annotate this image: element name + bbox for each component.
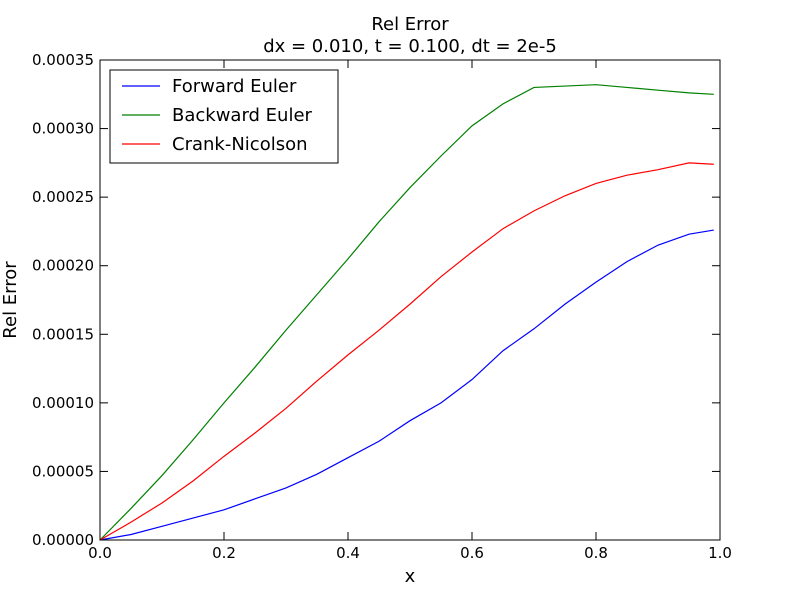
legend-label-crank-nicolson: Crank-Nicolson xyxy=(172,134,308,155)
legend: Forward Euler Backward Euler Crank-Nicol… xyxy=(109,69,339,164)
plot-frame xyxy=(99,59,721,541)
series-line-forward-euler xyxy=(99,229,714,541)
x-tick-label: 0.2 xyxy=(212,544,236,562)
x-tick-label: 0.4 xyxy=(336,544,360,562)
y-tick-label: 0.00020 xyxy=(32,257,94,275)
chart-subtitle: dx = 0.010, t = 0.100, dt = 2e-5 xyxy=(263,36,557,57)
legend-label-forward-euler: Forward Euler xyxy=(172,76,297,97)
series-line-crank-nicolson xyxy=(99,162,714,541)
y-tick-label: 0.00025 xyxy=(32,188,94,206)
y-tick-label: 0.00035 xyxy=(32,51,94,69)
legend-label-backward-euler: Backward Euler xyxy=(172,105,313,126)
y-axis-label: Rel Error xyxy=(0,261,21,339)
x-axis-label: x xyxy=(405,566,416,587)
y-tick-label: 0.00015 xyxy=(32,325,94,343)
x-tick-label: 1.0 xyxy=(708,544,732,562)
chart-title: Rel Error xyxy=(371,14,449,35)
y-tick-label: 0.00030 xyxy=(32,120,94,138)
x-tick-label: 0.0 xyxy=(88,544,112,562)
y-tick-label: 0.00005 xyxy=(32,462,94,480)
series-line-backward-euler xyxy=(99,84,714,541)
x-tick-label: 0.6 xyxy=(460,544,484,562)
ticks-layer: 0.0 0.2 0.4 0.6 0.8 1.0 0.00000 0.00005 0.00010 0… xyxy=(32,51,732,562)
x-tick-label: 0.8 xyxy=(584,544,608,562)
y-tick-label: 0.00010 xyxy=(32,394,94,412)
y-tick-label: 0.00000 xyxy=(32,531,94,549)
series-layer xyxy=(99,84,714,541)
